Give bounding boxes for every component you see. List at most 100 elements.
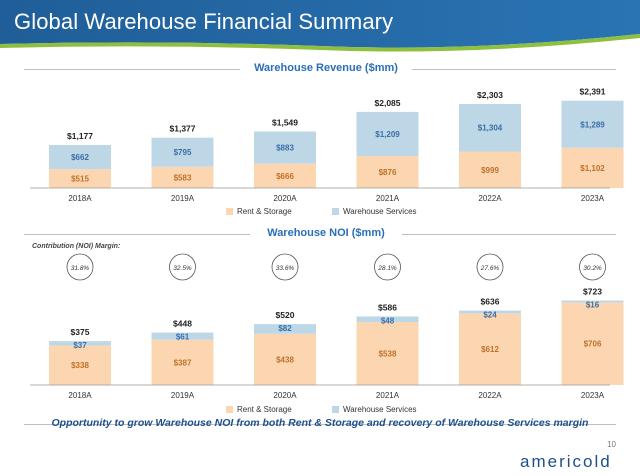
noi-legend-rent-swatch — [226, 406, 233, 413]
noi-label-services: $48 — [381, 316, 395, 325]
revenue-label-total: $2,085 — [375, 98, 401, 108]
noi-margin-circle — [374, 253, 401, 281]
noi-bar-rent-2022A — [459, 313, 521, 385]
revenue-label-rent: $1,102 — [580, 164, 605, 173]
revenue-legend-rent-swatch — [226, 208, 233, 215]
noi-legend-services-label: Warehouse Services — [343, 405, 417, 414]
noi-label-services: $16 — [586, 301, 600, 310]
logo-text: americold — [520, 452, 612, 471]
revenue-category-label: 2019A — [171, 194, 195, 203]
revenue-bar-rent-2018A — [49, 169, 111, 188]
noi-bar-services-2018A — [49, 341, 111, 346]
revenue-label-rent: $999 — [481, 166, 499, 175]
revenue-legend-rent-label: Rent & Storage — [237, 207, 292, 216]
noi-label-total: $723 — [583, 287, 602, 297]
noi-bar-rent-2021A — [356, 322, 419, 385]
revenue-chart-title: Warehouse Revenue ($mm) — [240, 62, 412, 74]
revenue-label-services: $883 — [276, 144, 294, 153]
noi-margin-value: 31.8% — [71, 265, 90, 272]
noi-bar-services-2019A — [151, 332, 214, 340]
noi-label-total: $586 — [378, 302, 397, 312]
revenue-bar-services-2019A — [151, 137, 214, 167]
noi-chart-svg: $338 $37 $375 2018A $387 $61 $448 2019A $438 $82 $… — [30, 253, 624, 414]
noi-bar-services-2020A — [254, 324, 316, 334]
noi-label-total: $448 — [173, 319, 192, 329]
revenue-category-label: 2023A — [581, 194, 605, 203]
noi-margin-value: 33.6% — [276, 265, 295, 272]
noi-bar-rent-2018A — [49, 345, 111, 385]
noi-category-label: 2023A — [581, 391, 605, 400]
noi-bar-rent-2020A — [254, 333, 316, 385]
noi-label-total: $520 — [276, 310, 295, 320]
noi-bar-services-2022A — [459, 310, 521, 314]
revenue-category-label: 2021A — [376, 194, 400, 203]
noi-bar-rent-2023A — [561, 302, 624, 385]
noi-label-services: $37 — [73, 341, 87, 350]
revenue-bar-services-2022A — [459, 103, 521, 152]
noi-chart: $338 $37 $375 2018A $387 $61 $448 2019A $438 $82 $… — [30, 253, 624, 414]
revenue-bar-rent-2021A — [356, 156, 419, 188]
noi-margin-value: 28.1% — [377, 265, 397, 272]
noi-label-services: $82 — [278, 324, 292, 333]
revenue-label-services: $1,304 — [478, 124, 503, 133]
company-logo: americold — [520, 450, 620, 472]
noi-label-services: $24 — [483, 311, 497, 320]
noi-legend-rent-label: Rent & Storage — [237, 405, 292, 414]
noi-category-label: 2020A — [273, 391, 297, 400]
noi-label-rent: $538 — [379, 350, 397, 359]
revenue-label-rent: $583 — [174, 173, 192, 182]
revenue-label-services: $1,209 — [375, 130, 400, 139]
footer-divider — [24, 424, 616, 425]
noi-label-rent: $438 — [276, 355, 294, 364]
revenue-bar-rent-2020A — [254, 163, 316, 188]
noi-margin-circle — [579, 253, 606, 281]
noi-chart-title: Warehouse NOI ($mm) — [250, 227, 402, 239]
revenue-bar-services-2021A — [356, 111, 419, 157]
revenue-label-rent: $666 — [276, 172, 294, 181]
noi-margin-value: 27.6% — [480, 265, 500, 272]
revenue-bar-services-2023A — [561, 100, 624, 148]
noi-bar-rent-2019A — [151, 339, 214, 385]
revenue-label-rent: $876 — [379, 168, 397, 177]
revenue-label-rent: $515 — [71, 175, 89, 184]
revenue-bar-rent-2023A — [561, 147, 624, 188]
noi-category-label: 2018A — [68, 391, 92, 400]
page-title: Global Warehouse Financial Summary — [14, 9, 394, 34]
page-number: 10 — [607, 440, 616, 449]
revenue-bar-services-2018A — [49, 145, 111, 170]
revenue-label-services: $662 — [71, 153, 89, 162]
noi-margin-circle — [476, 253, 504, 281]
revenue-label-total: $1,549 — [272, 117, 298, 127]
noi-label-rent: $338 — [71, 361, 89, 370]
noi-label-total: $375 — [71, 327, 90, 337]
revenue-label-total: $2,303 — [477, 90, 503, 100]
revenue-label-services: $1,289 — [580, 120, 605, 129]
noi-label-total: $636 — [481, 297, 500, 307]
noi-margin-value: 32.5% — [173, 265, 192, 272]
noi-margin-circle — [66, 253, 94, 281]
noi-label-rent: $706 — [584, 340, 602, 349]
noi-bar-services-2023A — [561, 300, 624, 303]
revenue-bar-rent-2019A — [151, 166, 214, 188]
revenue-category-label: 2020A — [273, 194, 297, 203]
revenue-bar-rent-2022A — [459, 151, 521, 188]
revenue-category-label: 2022A — [478, 194, 502, 203]
noi-category-label: 2022A — [478, 391, 502, 400]
noi-label-rent: $612 — [481, 345, 499, 354]
noi-label-services: $61 — [176, 333, 190, 342]
revenue-chart: $515 $662 $1,177 2018A $583 $795 $1,377 2019A $6… — [0, 0, 640, 230]
revenue-chart-svg: $515 $662 $1,177 2018A $583 $795 $1,377 2019A $6… — [30, 87, 624, 216]
noi-legend-services-swatch — [332, 406, 339, 413]
revenue-label-total: $1,377 — [170, 124, 196, 134]
noi-margin-label: Contribution (NOI) Margin: — [32, 243, 121, 250]
revenue-legend-services-swatch — [332, 208, 339, 215]
footer-message: Opportunity to grow Warehouse NOI from b… — [51, 417, 589, 429]
noi-margin-circle — [169, 253, 196, 281]
revenue-category-label: 2018A — [68, 194, 92, 203]
revenue-legend-services-label: Warehouse Services — [343, 207, 417, 216]
revenue-label-services: $795 — [174, 148, 192, 157]
header-banner: Global Warehouse Financial Summary — [0, 0, 640, 52]
revenue-bar-services-2020A — [254, 131, 316, 164]
noi-category-label: 2019A — [171, 391, 195, 400]
revenue-label-total: $2,391 — [580, 87, 606, 97]
